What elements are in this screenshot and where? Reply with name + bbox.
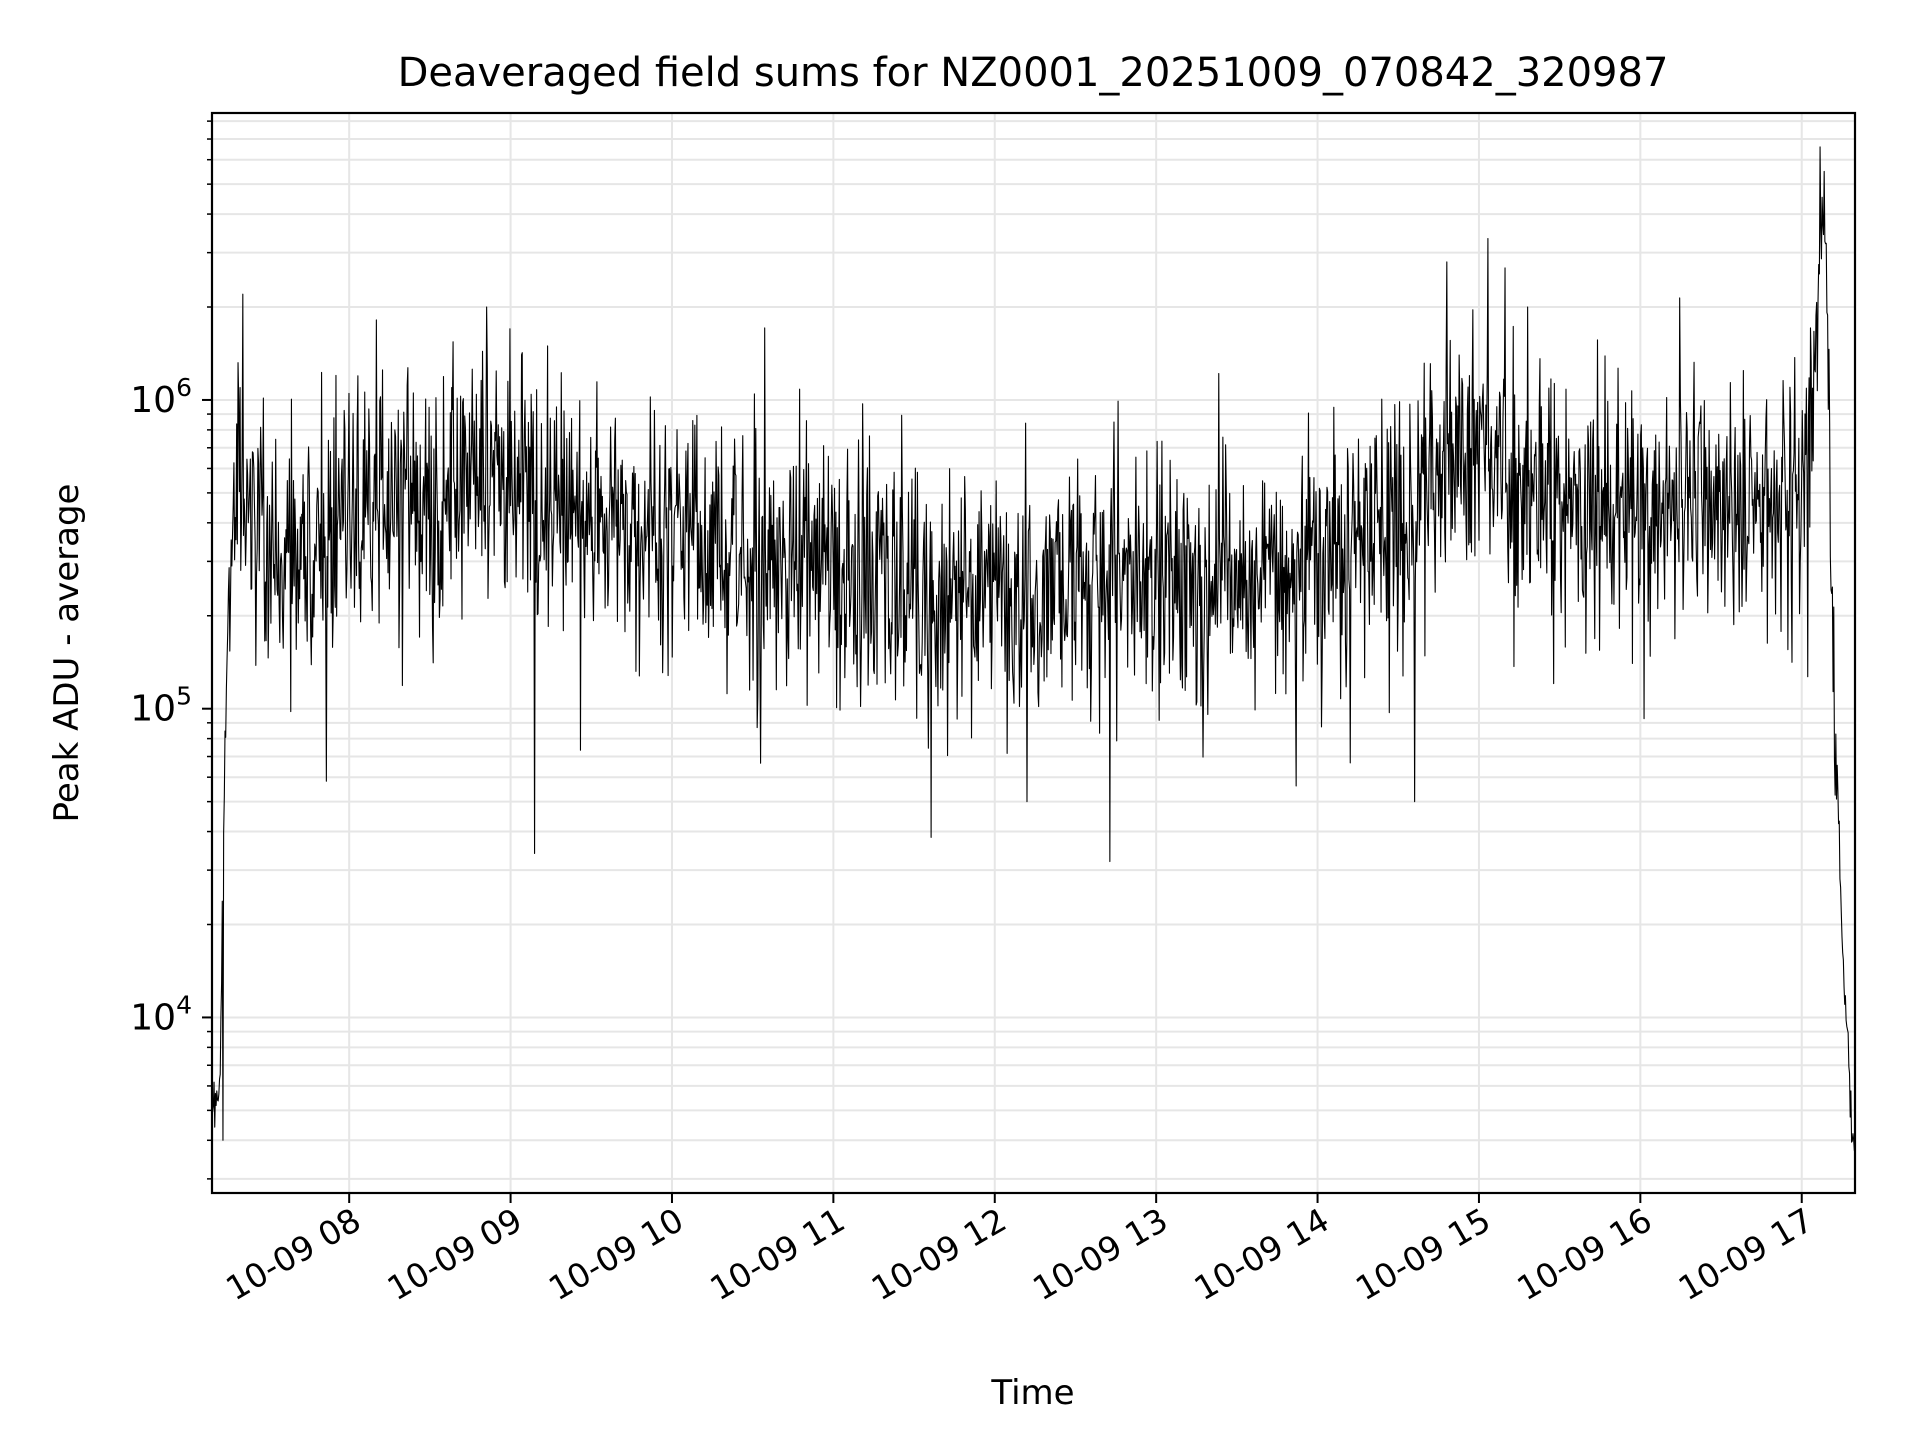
y-tick-label: 104	[130, 990, 192, 1038]
y-tick-base: 10	[130, 380, 176, 421]
axis-ticks	[202, 120, 1803, 1203]
y-tick-exponent: 5	[176, 682, 192, 711]
series-layer	[212, 146, 1855, 1154]
y-tick-base: 10	[130, 689, 176, 730]
y-tick-label: 106	[130, 373, 192, 421]
y-tick-base: 10	[130, 997, 176, 1038]
chart-title: Deaveraged field sums for NZ0001_2025100…	[398, 50, 1669, 96]
series-line-peak-adu	[212, 146, 1855, 1154]
y-axis-label: Peak ADU - average	[47, 484, 87, 823]
y-tick-exponent: 4	[176, 990, 192, 1019]
y-tick-label: 105	[130, 682, 192, 730]
y-tick-exponent: 6	[176, 373, 192, 402]
x-axis-label: Time	[990, 1373, 1074, 1413]
plot-frame	[210, 111, 1857, 1195]
